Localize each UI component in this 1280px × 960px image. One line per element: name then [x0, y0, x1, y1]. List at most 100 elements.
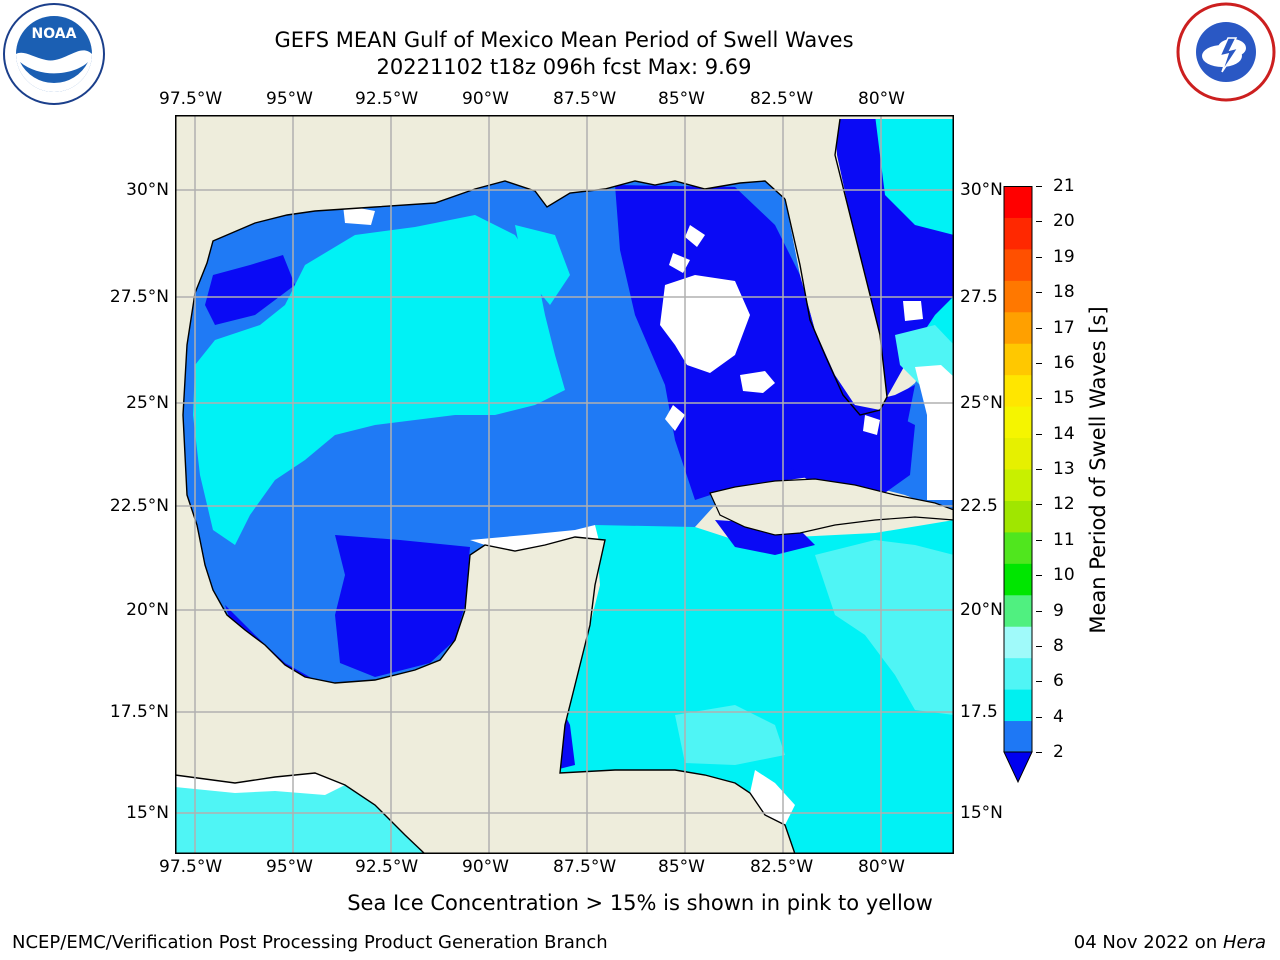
lon-label-top: 92.5°W — [355, 89, 419, 109]
noaa-logo-text: NOAA — [32, 26, 77, 42]
colorbar-swatch — [1004, 657, 1032, 690]
lon-label-bottom: 82.5°W — [750, 857, 814, 877]
colorbar-tick-mark — [1036, 221, 1042, 223]
lon-label-top: 90°W — [462, 89, 509, 109]
colorbar-tick-mark — [1036, 716, 1042, 718]
colorbar-tick-mark — [1036, 327, 1042, 329]
colorbar-swatch — [1004, 594, 1032, 627]
colorbar-swatch — [1004, 500, 1032, 533]
colorbar-swatch — [1004, 311, 1032, 344]
lat-label-right: 17.5 — [960, 702, 998, 722]
lat-label-left: 17.5°N — [109, 702, 169, 722]
colorbar-tick-label: 18 — [1053, 282, 1075, 303]
colorbar-tick-mark — [1036, 469, 1042, 470]
colorbar-tick-label: 11 — [1053, 529, 1075, 550]
colorbar-tick-mark — [1036, 645, 1042, 647]
colorbar-swatches — [1003, 186, 1033, 784]
colorbar-swatch — [1004, 563, 1032, 596]
colorbar-swatch — [1004, 469, 1032, 501]
lon-label-bottom: 95°W — [266, 857, 313, 877]
lat-label-right: 22.5 — [960, 496, 998, 516]
colorbar-tick-mark — [1036, 362, 1042, 364]
colorbar-tick-label: 12 — [1053, 494, 1075, 515]
lon-label-bottom: 97.5°W — [159, 857, 223, 877]
map-panel — [174, 115, 955, 855]
lon-label-bottom: 87.5°W — [553, 857, 617, 877]
lon-label-top: 85°W — [658, 89, 705, 109]
colorbar-swatch — [1004, 531, 1032, 564]
lat-label-left: 20°N — [126, 600, 169, 620]
colorbar-tick-mark — [1036, 433, 1042, 435]
lon-label-top: 97.5°W — [159, 89, 223, 109]
colorbar-tick-mark — [1036, 292, 1042, 294]
colorbar-swatch — [1004, 280, 1032, 313]
lat-label-right: 25°N — [960, 393, 1003, 413]
colorbar-tick-label: 21 — [1053, 176, 1075, 196]
colorbar-tick-mark — [1036, 752, 1042, 753]
colorbar-tick-label: 6 — [1053, 671, 1064, 692]
lon-label-bottom: 92.5°W — [355, 857, 419, 877]
lat-label-right: 15°N — [960, 803, 1003, 823]
lat-label-left: 15°N — [126, 803, 169, 823]
lat-label-left: 25°N — [126, 393, 169, 413]
lon-label-bottom: 85°W — [658, 857, 705, 877]
colorbar-tick-mark — [1036, 539, 1042, 541]
swell-period-map — [174, 115, 955, 855]
colorbar-swatch — [1004, 626, 1032, 659]
colorbar-tick-label: 13 — [1053, 459, 1075, 479]
colorbar-tick-mark — [1036, 256, 1042, 258]
colorbar-swatch — [1004, 720, 1032, 753]
host-text: Hera — [1222, 932, 1266, 953]
colorbar-swatch — [1004, 343, 1032, 376]
lat-label-right: 27.5 — [960, 287, 998, 307]
lat-label-right: 30°N — [960, 180, 1003, 200]
colorbar-frame — [1003, 186, 1033, 753]
map-subtitle: 20221102 t18z 096h fcst Max: 9.69 — [376, 55, 752, 79]
colorbar-extend-arrow — [1003, 751, 1033, 784]
lon-label-top: 95°W — [266, 89, 313, 109]
date-text: 04 Nov 2022 on — [1073, 932, 1223, 953]
colorbar-swatch — [1004, 406, 1032, 439]
colorbar-tick-label: 17 — [1053, 317, 1075, 338]
colorbar-swatch — [1004, 248, 1032, 281]
colorbar-tick-label: 20 — [1053, 211, 1075, 232]
colorbar-tick-label: 14 — [1053, 423, 1075, 444]
lon-label-bottom: 90°W — [462, 857, 509, 877]
lat-label-left: 30°N — [126, 180, 169, 200]
colorbar-tick-label: 4 — [1053, 706, 1064, 727]
date-stamp: 04 Nov 2022 on Hera — [1074, 932, 1266, 953]
credit-text: NCEP/EMC/Verification Post Processing Pr… — [12, 932, 608, 953]
colorbar-tick-label: 2 — [1053, 742, 1064, 762]
colorbar-tick-mark — [1036, 681, 1042, 683]
colorbar-tick-label: 15 — [1053, 388, 1075, 409]
sea-ice-note: Sea Ice Concentration > 15% is shown in … — [0, 891, 1280, 915]
colorbar-tick-label: 9 — [1053, 600, 1064, 621]
lon-label-top: 80°W — [858, 89, 905, 109]
lon-label-bottom: 80°W — [858, 857, 905, 877]
lon-label-top: 82.5°W — [750, 89, 814, 109]
lon-label-top: 87.5°W — [553, 89, 617, 109]
colorbar-swatch — [1004, 689, 1032, 722]
colorbar — [1000, 186, 1040, 786]
colorbar-swatch — [1004, 186, 1032, 218]
lat-label-left: 22.5°N — [109, 496, 169, 516]
colorbar-swatch — [1004, 437, 1032, 470]
colorbar-tick-mark — [1036, 610, 1042, 612]
colorbar-tick-label: 19 — [1053, 246, 1075, 267]
lat-label-right: 20°N — [960, 600, 1003, 620]
sea-ice-note-text: Sea Ice Concentration > 15% is shown in … — [347, 891, 933, 915]
lat-label-left: 27.5°N — [109, 287, 169, 307]
colorbar-tick-label: 8 — [1053, 635, 1064, 656]
colorbar-tick-mark — [1036, 398, 1042, 400]
map-title: GEFS MEAN Gulf of Mexico Mean Period of … — [274, 28, 854, 52]
colorbar-tick-mark — [1036, 575, 1042, 577]
nws-logo — [1176, 2, 1276, 102]
colorbar-tick-mark — [1036, 504, 1042, 506]
colorbar-tick-label: 16 — [1053, 352, 1075, 373]
colorbar-tick-mark — [1036, 186, 1042, 187]
colorbar-label: Mean Period of Swell Waves [s] — [1086, 306, 1110, 634]
colorbar-tick-label: 10 — [1053, 565, 1075, 586]
colorbar-swatch — [1004, 217, 1032, 250]
noaa-logo: NOAA — [2, 2, 106, 106]
colorbar-swatch — [1004, 374, 1032, 407]
